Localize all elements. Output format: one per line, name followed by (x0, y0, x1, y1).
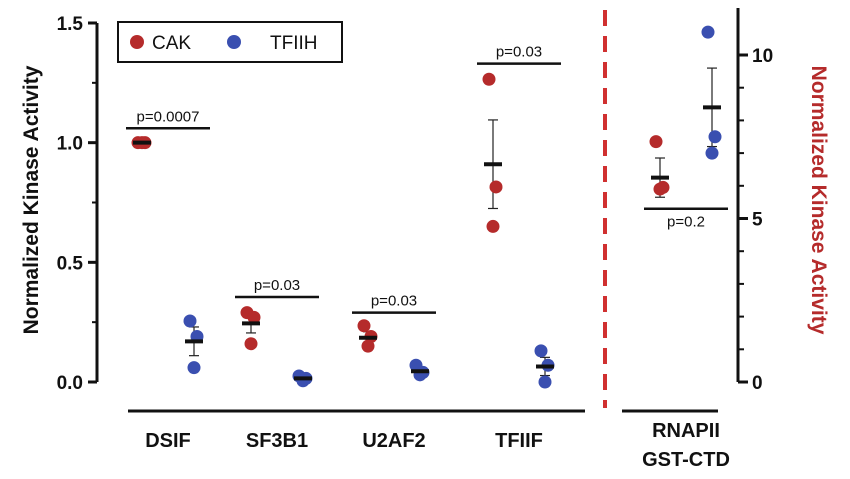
left-tick-label: 1.0 (57, 134, 83, 155)
data-point-sf3b1-cak (244, 337, 258, 351)
pvalue-label-rnapii: p=0.2 (667, 214, 705, 231)
category-label-rnapii: RNAPII (652, 420, 720, 442)
pvalue-label-tfiif: p=0.03 (496, 44, 542, 61)
category-label-dsif: DSIF (145, 430, 191, 452)
pvalue-label-u2af2: p=0.03 (371, 293, 417, 310)
right-tick-label: 0 (752, 373, 763, 394)
right-y-axis: 0 5 10 (736, 8, 773, 394)
category-label-tfiif: TFIIF (495, 430, 543, 452)
legend-marker-cak (130, 35, 144, 49)
data-point-tfiif-cak (489, 180, 503, 194)
data-point-dsif-tfiih (187, 361, 201, 375)
legend-label-tfiih: TFIIH (270, 33, 318, 54)
data-point-rnapii-cak (649, 135, 663, 149)
category-label-u2af2: U2AF2 (362, 430, 425, 452)
data-point-tfiif-tfiih (538, 375, 552, 389)
right-tick-label: 5 (752, 210, 763, 231)
data-point-tfiif-cak (486, 219, 500, 233)
data-point-sf3b1-tfiih (296, 374, 310, 388)
data-point-rnapii-tfiih (705, 146, 719, 160)
data-point-dsif-tfiih (183, 314, 197, 328)
category-label-sf3b1: SF3B1 (246, 430, 308, 452)
left-y-axis: 0.0 0.5 1.0 1.5 (57, 14, 99, 394)
plot-area: DSIF p=0.0007 SF3B1 p=0.03 U2AF2 p=0.03 TFIIF p… (126, 10, 730, 471)
data-point-u2af2-cak (361, 339, 375, 353)
pvalue-label-dsif: p=0.0007 (137, 108, 200, 125)
legend: CAK TFIIH (117, 21, 343, 63)
legend-marker-tfiih (227, 35, 241, 49)
data-point-sf3b1-cak (247, 310, 261, 324)
data-point-tfiif-cak (482, 72, 496, 86)
right-tick-label: 10 (752, 46, 773, 67)
data-point-rnapii-tfiih (708, 130, 722, 144)
right-axis-title: Normalized Kinase Activity (807, 66, 830, 335)
data-point-u2af2-cak (357, 319, 371, 333)
left-tick-label: 0.0 (57, 373, 83, 394)
legend-label-cak: CAK (152, 33, 191, 54)
data-point-tfiif-tfiih (534, 344, 548, 358)
data-point-rnapii-cak (653, 182, 667, 196)
category-label-rnapii-line2: GST-CTD (642, 449, 730, 471)
left-tick-label: 1.5 (57, 14, 84, 35)
pvalue-label-sf3b1: p=0.03 (254, 277, 300, 294)
left-axis-title: Normalized Kinase Activity (20, 65, 43, 334)
left-tick-label: 0.5 (57, 253, 84, 274)
data-point-rnapii-tfiih (701, 25, 715, 39)
